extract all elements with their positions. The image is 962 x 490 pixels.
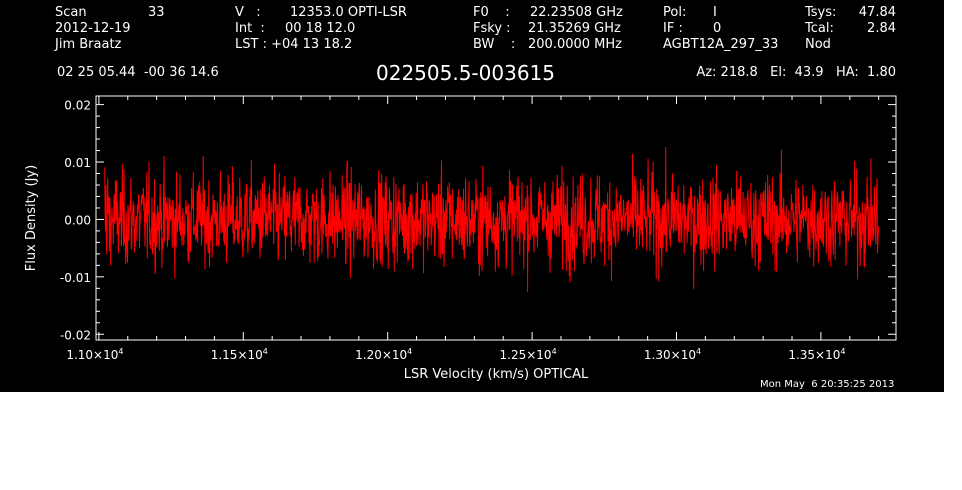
- x-tick-label: 1.30×104: [644, 347, 701, 362]
- bw-label: BW :: [473, 37, 516, 52]
- if-label: IF :: [663, 21, 683, 36]
- source-coords: 02 25 05.44 -00 36 14.6: [57, 65, 219, 80]
- y-tick-label: 0.00: [64, 213, 91, 227]
- project-id: AGBT12A_297_33: [663, 37, 779, 52]
- f0-label: F0 :: [473, 5, 510, 20]
- plot-timestamp: Mon May 6 20:35:25 2013: [760, 379, 895, 390]
- lst-label: LST : +04 13 18.2: [235, 37, 353, 52]
- fsky-value: 21.35269 GHz: [528, 21, 621, 36]
- obs-mode: Nod: [805, 37, 831, 52]
- velocity-label: V :: [235, 5, 261, 20]
- y-tick-label: -0.01: [60, 271, 91, 285]
- x-tick-label: 1.20×104: [355, 347, 412, 362]
- tcal-value: 2.84: [867, 21, 896, 36]
- tsys-label: Tsys:: [805, 5, 837, 20]
- plot-frame: [95, 95, 897, 341]
- y-tick-label: 0.01: [64, 156, 91, 170]
- velocity-value: 12353.0 OPTI-LSR: [290, 5, 407, 20]
- int-value: 00 18 12.0: [285, 21, 356, 36]
- x-tick-label: 1.10×104: [66, 347, 123, 362]
- y-tick-label: 0.02: [64, 99, 91, 113]
- pol-value: I: [713, 5, 717, 20]
- observer-name: Jim Braatz: [55, 37, 122, 52]
- y-axis-title: Flux Density (Jy): [24, 165, 39, 271]
- tcal-label: Tcal:: [805, 21, 834, 36]
- spectrum-series-line: [104, 146, 880, 293]
- obs-date: 2012-12-19: [55, 21, 131, 36]
- scan-label: Scan: [55, 5, 87, 20]
- pol-label: Pol:: [663, 5, 687, 20]
- fsky-label: Fsky :: [473, 21, 511, 36]
- scan-number: 33: [148, 5, 165, 20]
- f0-value: 22.23508 GHz: [530, 5, 623, 20]
- plot-panel: Scan 33 2012-12-19 Jim Braatz V : 12353.…: [0, 0, 944, 392]
- x-tick-label: 1.35×104: [788, 347, 845, 362]
- if-value: 0: [713, 21, 722, 36]
- tsys-value: 47.84: [858, 5, 896, 20]
- x-tick-label: 1.25×104: [500, 347, 557, 362]
- bw-value: 200.0000 MHz: [528, 37, 622, 52]
- source-name: 022505.5-003615: [376, 61, 555, 85]
- x-axis-title: LSR Velocity (km/s) OPTICAL: [404, 367, 589, 382]
- axis-ticks: 1.10×104 1.15×104 1.20×104 1.25×104 1.30×104…: [60, 96, 896, 362]
- spectrum-chart: 1.10×104 1.15×104 1.20×104 1.25×104 1.30×104…: [24, 95, 897, 382]
- y-tick-label: -0.02: [60, 328, 91, 342]
- x-tick-label: 1.15×104: [211, 347, 268, 362]
- az-el-ha: Az: 218.8 El: 43.9 HA: 1.80: [696, 65, 896, 80]
- int-label: Int :: [235, 21, 265, 36]
